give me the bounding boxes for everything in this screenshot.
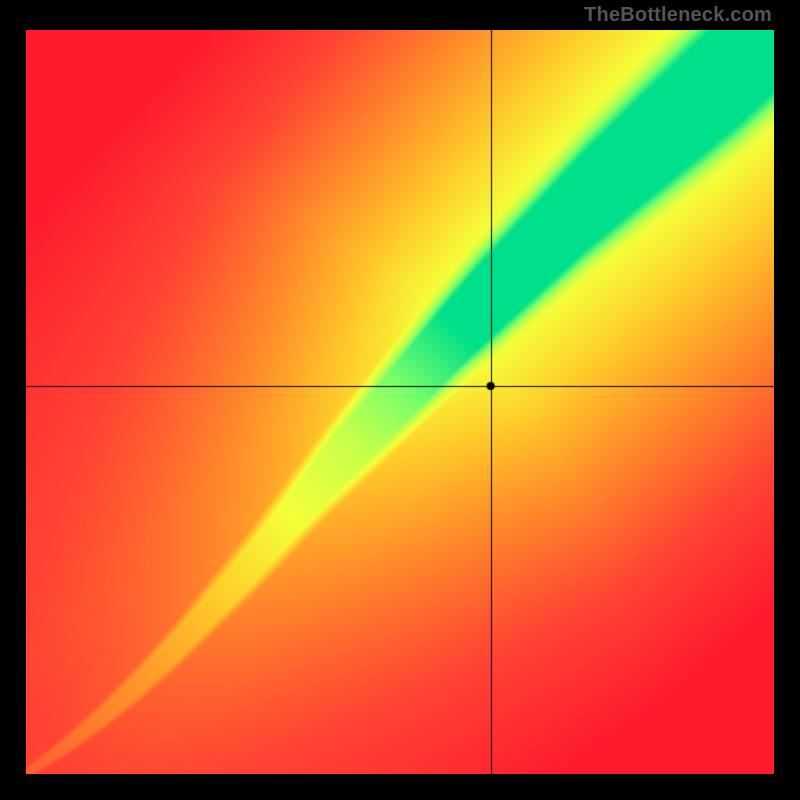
chart-frame: TheBottleneck.com — [0, 0, 800, 800]
bottleneck-heatmap — [26, 30, 774, 774]
plot-area — [26, 30, 774, 774]
watermark-text: TheBottleneck.com — [584, 4, 772, 27]
